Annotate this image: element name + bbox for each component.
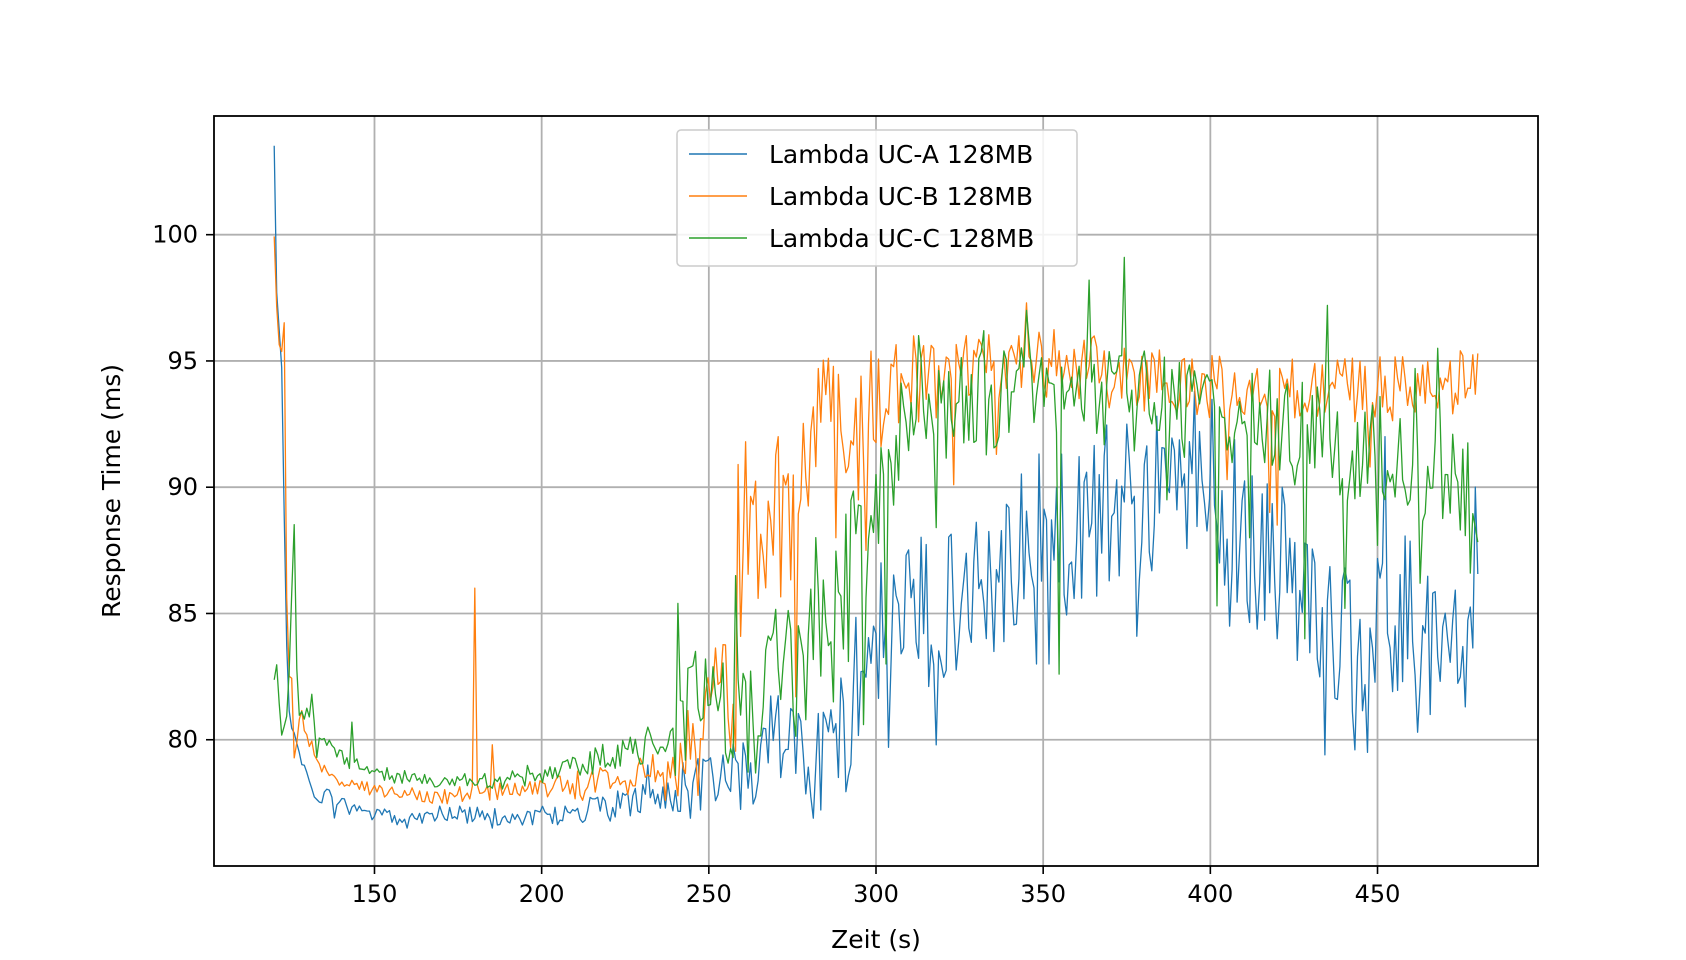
x-tick-label: 350 <box>1020 880 1066 908</box>
legend-label-uc-a: Lambda UC-A 128MB <box>769 140 1033 169</box>
legend-box <box>676 129 1078 267</box>
x-tick-label: 150 <box>352 880 398 908</box>
data-series <box>273 145 1479 829</box>
axis-ticks: 150 200 250 300 350 400 450 80 85 90 95 100 <box>152 221 1400 908</box>
x-tick-label: 300 <box>853 880 899 908</box>
x-tick-label: 450 <box>1355 880 1401 908</box>
y-tick-label: 95 <box>167 347 198 375</box>
y-axis-label: Response Time (ms) <box>97 364 126 618</box>
legend-label-uc-c: Lambda UC-C 128MB <box>769 224 1034 253</box>
series-line-uc-a <box>273 145 1479 829</box>
y-tick-label: 100 <box>152 221 198 249</box>
x-axis-label: Zeit (s) <box>831 925 921 954</box>
x-tick-label: 400 <box>1187 880 1233 908</box>
y-tick-label: 90 <box>167 473 198 501</box>
legend: Lambda UC-A 128MB Lambda UC-B 128MB Lamb… <box>676 129 1078 267</box>
x-tick-label: 200 <box>519 880 565 908</box>
series-line-uc-c <box>273 256 1479 790</box>
x-tick-label: 250 <box>686 880 732 908</box>
y-tick-label: 80 <box>167 726 198 754</box>
y-tick-label: 85 <box>167 599 198 627</box>
legend-label-uc-b: Lambda UC-B 128MB <box>769 182 1033 211</box>
series-line-uc-b <box>273 236 1479 805</box>
